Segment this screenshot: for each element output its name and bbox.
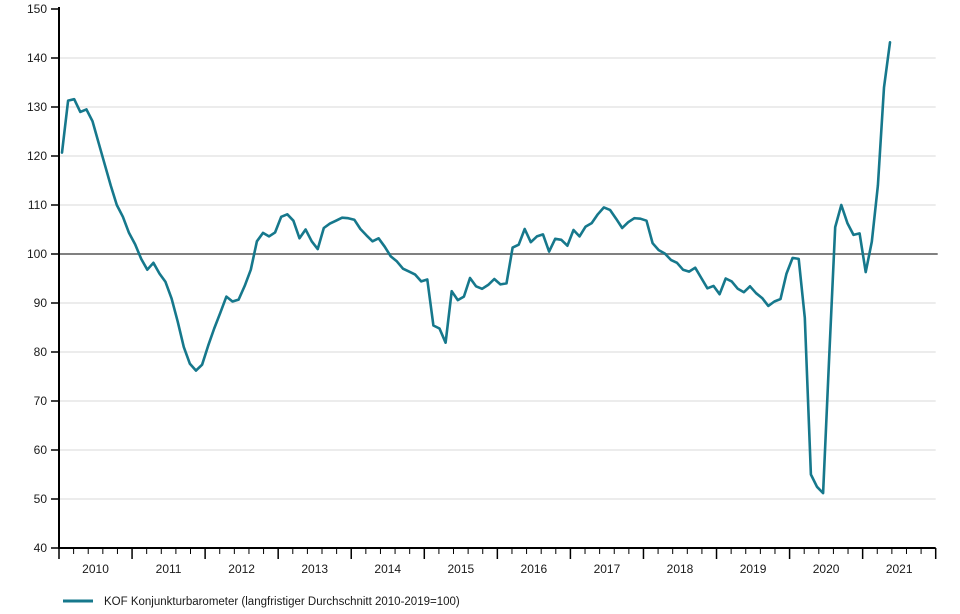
y-tick-label: 120 — [27, 149, 47, 163]
legend-label: KOF Konjunkturbarometer (langfristiger D… — [104, 596, 460, 608]
x-tick-label: 2010 — [82, 562, 109, 576]
y-tick-label: 150 — [27, 2, 47, 16]
x-tick-label: 2014 — [374, 562, 401, 576]
y-tick-label: 140 — [27, 51, 47, 65]
x-tick-label: 2015 — [447, 562, 474, 576]
y-tick-label: 110 — [28, 198, 47, 212]
x-tick-label: 2020 — [813, 562, 840, 576]
y-tick-label: 130 — [27, 100, 47, 114]
x-tick-label: 2021 — [886, 562, 913, 576]
x-tick-label: 2019 — [740, 562, 767, 576]
x-tick-label: 2011 — [156, 562, 182, 576]
x-tick-label: 2016 — [521, 562, 548, 576]
y-tick-label: 100 — [27, 247, 47, 261]
x-tick-label: 2012 — [228, 562, 255, 576]
series-layer — [60, 41, 892, 495]
y-tick-label: 50 — [34, 492, 48, 506]
legend: KOF Konjunkturbarometer (langfristiger D… — [63, 596, 460, 608]
x-tick-label: 2017 — [594, 562, 621, 576]
y-tick-label: 80 — [34, 345, 48, 359]
x-tick-label: 2013 — [301, 562, 328, 576]
y-tick-label: 90 — [34, 296, 48, 310]
y-tick-label: 40 — [34, 541, 48, 555]
y-grid — [59, 57, 938, 500]
y-tick-label: 70 — [34, 394, 48, 408]
x-tick-label: 2018 — [667, 562, 694, 576]
series-line — [60, 41, 892, 495]
y-tick-label: 60 — [34, 443, 48, 457]
axes: 40 50 60 70 80 90 100 110 120 130 140 150 2010 2011 20… — [27, 2, 937, 576]
